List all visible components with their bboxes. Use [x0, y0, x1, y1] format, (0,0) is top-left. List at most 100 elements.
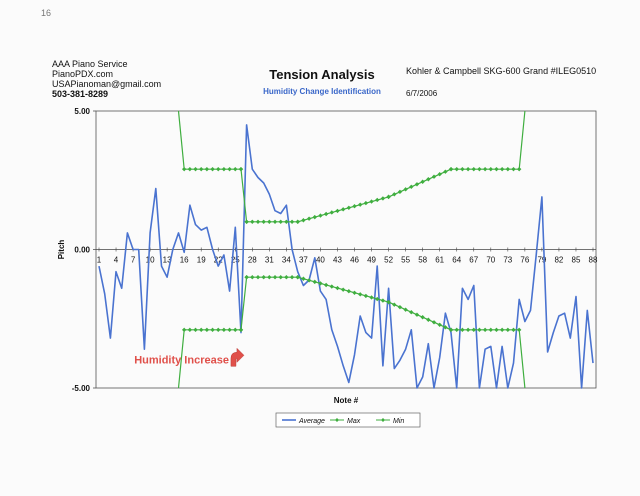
y-tick-label: -5.00 — [72, 384, 91, 393]
max-point — [193, 166, 198, 172]
min-point — [471, 327, 476, 333]
max-point — [392, 192, 397, 197]
x-tick-label: 85 — [572, 256, 581, 265]
legend-label-max: Max — [347, 418, 361, 425]
max-point — [238, 166, 244, 172]
max-point — [505, 166, 511, 172]
max-point — [284, 219, 289, 224]
series-layer — [98, 110, 594, 389]
max-point — [329, 210, 335, 215]
min-point — [284, 275, 289, 280]
max-point — [403, 187, 408, 192]
max-point — [465, 166, 471, 172]
chart-subtitle: Humidity Change Identification — [263, 87, 381, 96]
max-point — [244, 219, 249, 224]
min-point — [193, 327, 198, 333]
company-website: PianoPDX.com — [52, 69, 114, 79]
max-point — [335, 208, 340, 214]
min-point — [420, 315, 425, 320]
annotation-layer: Humidity Increase — [134, 347, 245, 367]
min-point — [443, 325, 448, 330]
min-point — [431, 320, 437, 325]
max-point — [352, 204, 357, 209]
min-point — [272, 275, 278, 280]
max-point — [443, 169, 448, 174]
x-tick-label: 22 — [214, 256, 223, 265]
legend-marker-max — [335, 418, 339, 422]
min-point — [369, 295, 374, 300]
chart-title: Tension Analysis — [269, 67, 375, 82]
y-tick-label: 5.00 — [74, 107, 90, 116]
min-point — [403, 307, 408, 312]
min-point — [505, 327, 511, 333]
instrument-label: Kohler & Campbell SKG-600 Grand #ILEG051… — [406, 66, 597, 76]
max-point — [181, 166, 187, 172]
y-tick-label: 0.00 — [74, 246, 90, 255]
min-point — [199, 327, 204, 333]
max-point — [306, 216, 312, 221]
max-point — [289, 219, 295, 224]
min-point — [301, 276, 306, 281]
min-point — [255, 275, 261, 280]
min-point — [488, 327, 493, 333]
axes-layer: 5.00 0.00 -5.00 1 4 7 10 13 16 19 22 25 28 31 34 37 40 43… — [57, 107, 598, 405]
min-point — [261, 275, 266, 280]
min-point — [329, 284, 335, 289]
x-tick-label: 25 — [231, 256, 240, 265]
y-axis-label: Pitch — [57, 240, 66, 260]
max-point — [199, 166, 204, 172]
min-point — [482, 327, 488, 333]
legend-layer: Average Max Min — [275, 412, 421, 428]
x-tick-label: 73 — [503, 256, 512, 265]
min-point — [318, 281, 323, 286]
min-point — [375, 296, 380, 302]
legend-marker-min — [381, 418, 385, 422]
max-point — [431, 174, 437, 179]
annotation-label: Humidity Increase — [134, 354, 229, 366]
min-point — [216, 327, 221, 333]
max-point — [312, 214, 317, 220]
x-tick-label: 67 — [469, 256, 478, 265]
x-tick-label: 10 — [146, 256, 155, 265]
min-point — [511, 327, 516, 333]
x-tick-label: 28 — [248, 256, 257, 265]
max-point — [414, 182, 420, 187]
annotation-arrow — [230, 347, 245, 367]
max-point — [448, 166, 454, 172]
max-point — [488, 166, 493, 172]
min-point — [306, 278, 312, 283]
min-point — [221, 327, 227, 333]
x-tick-label: 55 — [401, 256, 410, 265]
x-tick-label: 58 — [418, 256, 427, 265]
page-number: 16 — [41, 8, 52, 18]
max-point — [409, 184, 414, 189]
max-point — [471, 166, 476, 172]
min-point — [181, 327, 187, 333]
max-point — [494, 166, 499, 172]
max-point — [301, 218, 306, 223]
max-point — [499, 166, 505, 172]
x-tick-label: 16 — [180, 256, 189, 265]
min-point — [460, 327, 465, 333]
max-point — [420, 179, 425, 184]
max-point — [221, 166, 227, 172]
max-point — [454, 166, 459, 172]
max-point — [363, 200, 369, 206]
company-info: AAA Piano Service PianoPDX.com USAPianom… — [52, 59, 161, 99]
max-point — [295, 219, 300, 224]
min-point — [244, 275, 249, 280]
x-tick-label: 37 — [299, 256, 308, 265]
x-tick-label: 76 — [520, 256, 529, 265]
max-point — [278, 219, 283, 224]
min-point — [312, 279, 317, 285]
min-point — [187, 327, 193, 333]
x-tick-label: 40 — [316, 256, 325, 265]
min-point — [352, 290, 357, 295]
max-series-line — [177, 110, 526, 223]
min-point — [346, 289, 352, 294]
min-point — [357, 292, 363, 297]
x-tick-label: 88 — [589, 256, 598, 265]
max-point — [267, 219, 272, 224]
max-point — [187, 166, 193, 172]
